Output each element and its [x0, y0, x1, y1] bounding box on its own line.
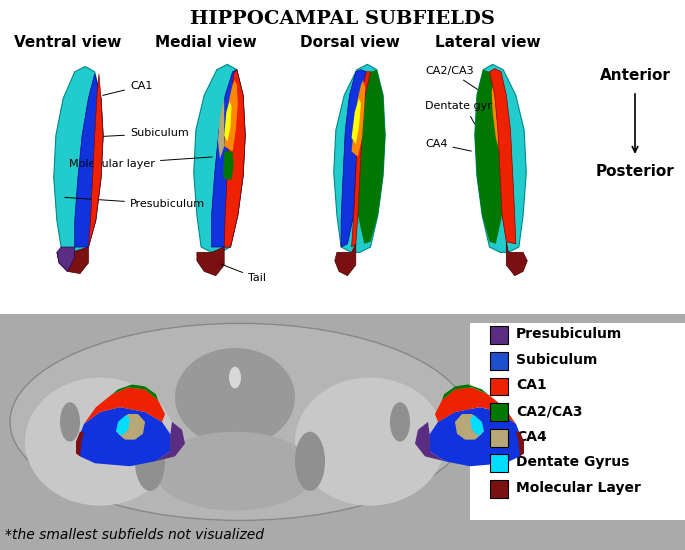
- Polygon shape: [351, 72, 371, 247]
- Text: Molecular Layer: Molecular Layer: [516, 481, 641, 495]
- Polygon shape: [341, 70, 366, 247]
- Polygon shape: [442, 384, 495, 400]
- Text: Molecular layer: Molecular layer: [69, 157, 212, 169]
- Ellipse shape: [155, 432, 315, 510]
- Ellipse shape: [295, 377, 445, 505]
- Text: Dentate Gyrus: Dentate Gyrus: [516, 455, 630, 469]
- Polygon shape: [116, 415, 130, 436]
- Polygon shape: [224, 70, 245, 247]
- Polygon shape: [218, 98, 224, 159]
- Polygon shape: [334, 64, 385, 252]
- Polygon shape: [57, 247, 75, 272]
- Polygon shape: [455, 414, 482, 439]
- Text: Medial view: Medial view: [155, 35, 257, 51]
- Polygon shape: [490, 69, 516, 244]
- Polygon shape: [335, 244, 356, 276]
- Polygon shape: [118, 414, 145, 439]
- Polygon shape: [223, 151, 234, 180]
- Polygon shape: [224, 80, 238, 151]
- Polygon shape: [197, 247, 224, 276]
- Polygon shape: [75, 74, 103, 247]
- Ellipse shape: [295, 432, 325, 491]
- Text: CA1: CA1: [516, 378, 547, 393]
- Text: CA2/CA3: CA2/CA3: [425, 66, 477, 90]
- Polygon shape: [496, 96, 504, 142]
- Ellipse shape: [135, 432, 165, 491]
- Text: CA4: CA4: [516, 430, 547, 444]
- Text: Dentate gyrus: Dentate gyrus: [425, 101, 505, 124]
- Bar: [470, 323, 685, 520]
- Polygon shape: [194, 64, 245, 252]
- Polygon shape: [82, 387, 165, 439]
- Polygon shape: [88, 74, 103, 247]
- Polygon shape: [516, 432, 524, 456]
- Text: Presubiculum: Presubiculum: [65, 197, 205, 210]
- Polygon shape: [351, 98, 361, 144]
- Bar: [490, 352, 508, 370]
- Polygon shape: [506, 241, 527, 276]
- Ellipse shape: [25, 377, 175, 505]
- Bar: [490, 429, 508, 447]
- Ellipse shape: [229, 367, 241, 388]
- Text: Subiculum: Subiculum: [103, 129, 189, 139]
- Text: CA1: CA1: [103, 81, 152, 95]
- Text: Presubiculum: Presubiculum: [516, 327, 622, 341]
- Text: Ventral view: Ventral view: [14, 35, 121, 51]
- Polygon shape: [351, 80, 365, 157]
- Ellipse shape: [175, 348, 295, 447]
- Polygon shape: [358, 70, 385, 244]
- Polygon shape: [53, 67, 103, 252]
- Polygon shape: [76, 432, 84, 456]
- Text: CA2/CA3: CA2/CA3: [516, 404, 582, 418]
- Polygon shape: [57, 247, 88, 273]
- Bar: [490, 454, 508, 472]
- Polygon shape: [475, 64, 526, 252]
- Bar: [490, 480, 508, 498]
- Ellipse shape: [390, 402, 410, 442]
- Text: Dorsal view: Dorsal view: [300, 35, 400, 51]
- Bar: [490, 403, 508, 421]
- Polygon shape: [492, 82, 506, 155]
- Bar: [490, 377, 508, 395]
- Polygon shape: [470, 415, 484, 436]
- Polygon shape: [475, 70, 502, 244]
- Text: *the smallest subfields not visualized: *the smallest subfields not visualized: [5, 528, 264, 542]
- Text: CA4: CA4: [425, 139, 471, 151]
- Text: Subiculum: Subiculum: [516, 353, 597, 367]
- Polygon shape: [415, 422, 445, 461]
- Text: Lateral view: Lateral view: [435, 35, 540, 51]
- Ellipse shape: [60, 402, 80, 442]
- Text: Anterior: Anterior: [599, 68, 671, 84]
- Polygon shape: [155, 422, 185, 461]
- Polygon shape: [435, 387, 518, 439]
- Polygon shape: [212, 70, 245, 247]
- Ellipse shape: [10, 323, 470, 520]
- Polygon shape: [428, 407, 522, 466]
- Polygon shape: [105, 384, 158, 400]
- Text: Posterior: Posterior: [596, 164, 674, 179]
- Text: HIPPOCAMPAL SUBFIELDS: HIPPOCAMPAL SUBFIELDS: [190, 10, 495, 28]
- Polygon shape: [224, 102, 232, 142]
- Text: Tail: Tail: [221, 264, 266, 283]
- Bar: [490, 326, 508, 344]
- Polygon shape: [78, 407, 172, 466]
